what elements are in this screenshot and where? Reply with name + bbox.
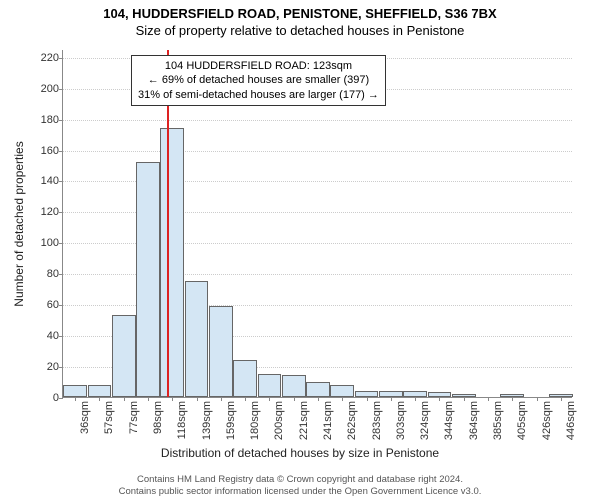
x-tick-mark bbox=[245, 397, 246, 401]
grid-line bbox=[63, 120, 572, 121]
x-tick-mark bbox=[391, 397, 392, 401]
x-tick-mark bbox=[537, 397, 538, 401]
y-tick-mark bbox=[59, 120, 63, 121]
y-tick-label: 40 bbox=[47, 330, 59, 342]
x-tick-label: 405sqm bbox=[516, 401, 528, 440]
x-tick-mark bbox=[221, 397, 222, 401]
y-tick-mark bbox=[59, 212, 63, 213]
x-tick-label: 385sqm bbox=[492, 401, 504, 440]
histogram-bar bbox=[330, 385, 354, 397]
y-tick-mark bbox=[59, 243, 63, 244]
x-tick-label: 364sqm bbox=[468, 401, 480, 440]
y-tick-label: 220 bbox=[41, 52, 59, 64]
x-tick-mark bbox=[148, 397, 149, 401]
y-tick-mark bbox=[59, 336, 63, 337]
histogram-bar bbox=[88, 385, 112, 397]
x-tick-label: 200sqm bbox=[273, 401, 285, 440]
x-tick-mark bbox=[318, 397, 319, 401]
x-tick-mark bbox=[561, 397, 562, 401]
plot-area: 02040608010012014016018020022036sqm57sqm… bbox=[62, 50, 572, 398]
x-tick-mark bbox=[269, 397, 270, 401]
x-tick-label: 36sqm bbox=[79, 401, 91, 434]
x-tick-label: 139sqm bbox=[201, 401, 213, 440]
annotation-line3: 31% of semi-detached houses are larger (… bbox=[138, 88, 379, 102]
grid-line bbox=[63, 151, 572, 152]
histogram-bar bbox=[209, 306, 233, 397]
footer-line2: Contains public sector information licen… bbox=[0, 486, 600, 498]
x-tick-mark bbox=[488, 397, 489, 401]
x-tick-label: 324sqm bbox=[419, 401, 431, 440]
x-tick-label: 77sqm bbox=[128, 401, 140, 434]
chart-title-desc: Size of property relative to detached ho… bbox=[0, 21, 600, 38]
y-tick-label: 140 bbox=[41, 175, 59, 187]
x-tick-label: 303sqm bbox=[395, 401, 407, 440]
x-tick-label: 159sqm bbox=[225, 401, 237, 440]
chart-title-address: 104, HUDDERSFIELD ROAD, PENISTONE, SHEFF… bbox=[0, 0, 600, 21]
x-tick-label: 57sqm bbox=[103, 401, 115, 434]
x-tick-label: 262sqm bbox=[346, 401, 358, 440]
x-tick-mark bbox=[172, 397, 173, 401]
y-tick-label: 0 bbox=[53, 392, 59, 404]
x-tick-mark bbox=[75, 397, 76, 401]
x-tick-label: 98sqm bbox=[152, 401, 164, 434]
histogram-bar bbox=[112, 315, 136, 397]
y-tick-mark bbox=[59, 58, 63, 59]
annotation-box: 104 HUDDERSFIELD ROAD: 123sqm← 69% of de… bbox=[131, 55, 386, 106]
histogram-bar bbox=[233, 360, 257, 397]
y-tick-label: 180 bbox=[41, 114, 59, 126]
histogram-bar bbox=[136, 162, 160, 397]
x-tick-label: 283sqm bbox=[371, 401, 383, 440]
y-tick-label: 100 bbox=[41, 237, 59, 249]
x-tick-mark bbox=[367, 397, 368, 401]
y-tick-label: 160 bbox=[41, 145, 59, 157]
x-tick-mark bbox=[99, 397, 100, 401]
y-tick-mark bbox=[59, 398, 63, 399]
y-tick-mark bbox=[59, 274, 63, 275]
x-tick-mark bbox=[415, 397, 416, 401]
x-tick-mark bbox=[197, 397, 198, 401]
x-tick-mark bbox=[464, 397, 465, 401]
x-tick-label: 426sqm bbox=[541, 401, 553, 440]
histogram-bar bbox=[306, 382, 330, 397]
y-tick-mark bbox=[59, 181, 63, 182]
chart-container: 104, HUDDERSFIELD ROAD, PENISTONE, SHEFF… bbox=[0, 0, 600, 500]
y-tick-label: 20 bbox=[47, 361, 59, 373]
x-tick-mark bbox=[294, 397, 295, 401]
x-tick-mark bbox=[342, 397, 343, 401]
x-tick-label: 344sqm bbox=[443, 401, 455, 440]
x-tick-mark bbox=[124, 397, 125, 401]
y-tick-label: 80 bbox=[47, 268, 59, 280]
x-tick-mark bbox=[512, 397, 513, 401]
y-axis-label: Number of detached properties bbox=[12, 141, 26, 306]
x-tick-label: 221sqm bbox=[298, 401, 310, 440]
x-tick-label: 180sqm bbox=[249, 401, 261, 440]
y-tick-label: 120 bbox=[41, 206, 59, 218]
x-tick-mark bbox=[439, 397, 440, 401]
y-tick-mark bbox=[59, 151, 63, 152]
y-tick-mark bbox=[59, 305, 63, 306]
y-tick-mark bbox=[59, 89, 63, 90]
histogram-bar bbox=[282, 375, 306, 397]
footer-line1: Contains HM Land Registry data © Crown c… bbox=[0, 474, 600, 486]
histogram-bar bbox=[63, 385, 87, 397]
x-tick-label: 241sqm bbox=[322, 401, 334, 440]
annotation-line1: 104 HUDDERSFIELD ROAD: 123sqm bbox=[138, 59, 379, 73]
annotation-line2: ← 69% of detached houses are smaller (39… bbox=[138, 73, 379, 87]
x-axis-label: Distribution of detached houses by size … bbox=[0, 446, 600, 460]
histogram-bar bbox=[258, 374, 282, 397]
histogram-bar bbox=[160, 128, 184, 397]
footer-attribution: Contains HM Land Registry data © Crown c… bbox=[0, 474, 600, 498]
x-tick-label: 118sqm bbox=[176, 401, 188, 439]
x-tick-label: 446sqm bbox=[565, 401, 577, 440]
histogram-bar bbox=[185, 281, 209, 397]
y-tick-mark bbox=[59, 367, 63, 368]
y-tick-label: 60 bbox=[47, 299, 59, 311]
y-tick-label: 200 bbox=[41, 83, 59, 95]
